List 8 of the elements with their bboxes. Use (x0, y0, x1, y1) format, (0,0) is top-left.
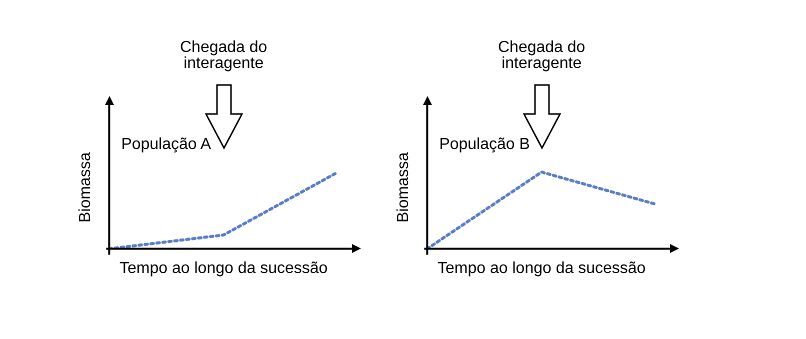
y-axis-title: Biomassa (395, 152, 412, 223)
series-label: População B (439, 136, 530, 154)
y-axis-title: Biomassa (77, 152, 94, 223)
x-axis-title: Tempo ao longo da sucessão (438, 260, 646, 277)
text: Chegada do interagente (497, 39, 586, 72)
x-axis-title: Tempo ao longo da sucessão (120, 260, 328, 277)
text: Chegada do interagente (179, 39, 268, 72)
text: População A (121, 136, 212, 154)
